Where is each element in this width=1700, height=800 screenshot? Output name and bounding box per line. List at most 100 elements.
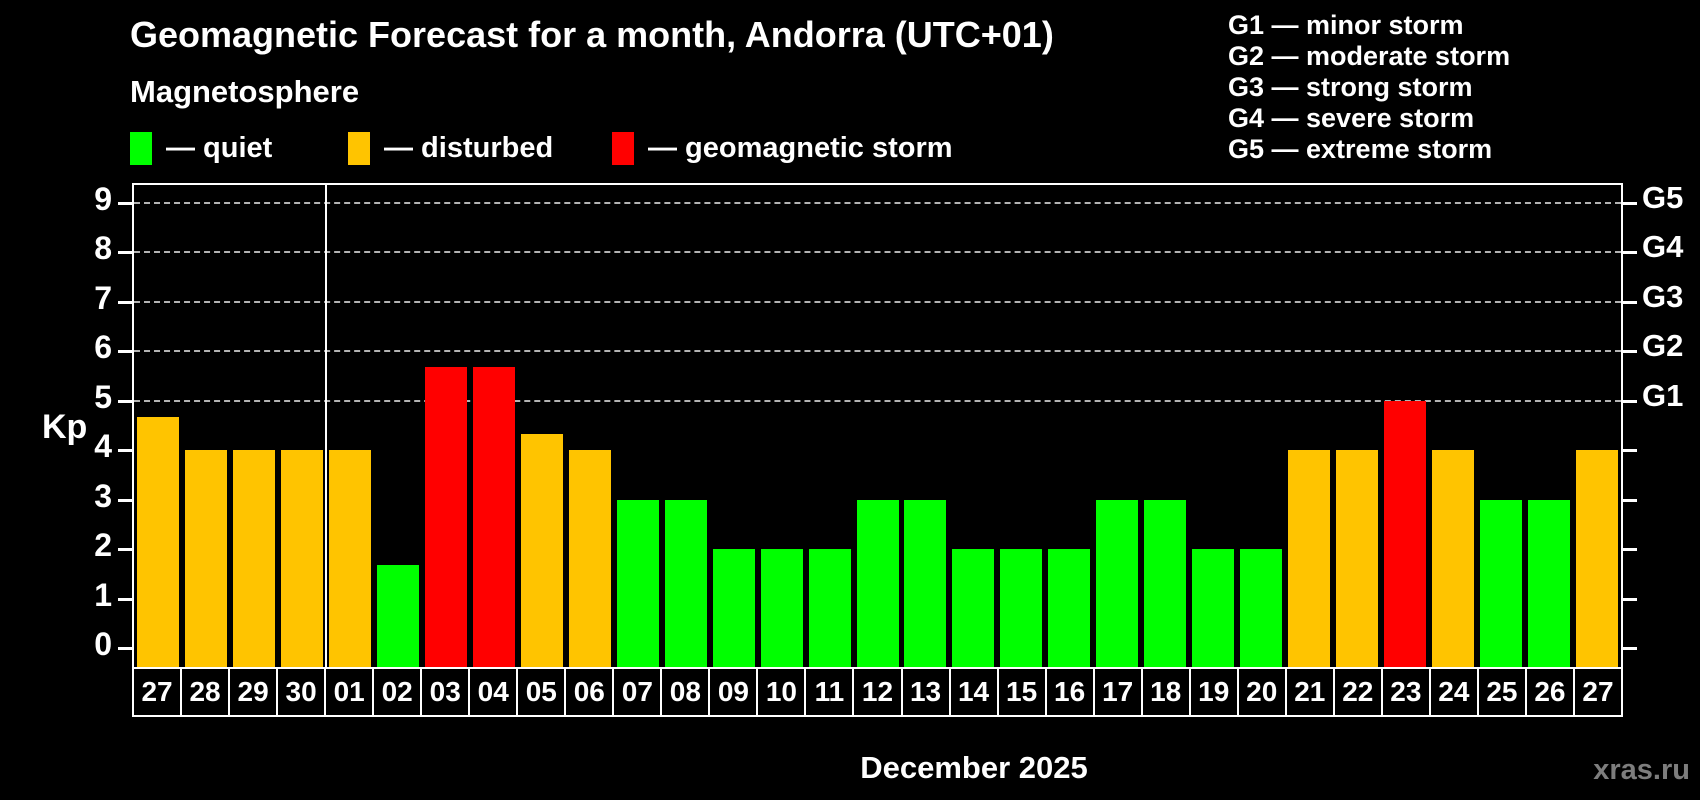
day-label-cell: 05 (516, 667, 567, 717)
legend-item-disturbed: — disturbed (348, 130, 553, 166)
kp-bar-day-19 (1192, 549, 1235, 667)
kp-bar-day-02 (376, 565, 419, 667)
g-scale-label-G5: G5 (1642, 179, 1684, 215)
day-label-cell: 06 (564, 667, 615, 717)
kp-bar-day-25 (1480, 499, 1523, 667)
day-label-cell: 30 (276, 667, 327, 717)
kp-bar-day-27 (1576, 450, 1619, 667)
day-label-cell: 20 (1236, 667, 1287, 717)
legend-item-quiet: — quiet (130, 130, 272, 166)
gridline-kp9 (134, 201, 1621, 204)
day-label-cell: 22 (1332, 667, 1383, 717)
day-label-cell: 19 (1188, 667, 1239, 717)
y-axis-tick-label: 0 (94, 626, 112, 662)
day-label-cell: 09 (708, 667, 759, 717)
kp-bar-day-09 (712, 549, 755, 667)
g-scale-label-G2: G2 (1642, 328, 1684, 363)
day-label-cell: 26 (1524, 667, 1575, 717)
day-label-cell: 01 (324, 667, 375, 717)
y-axis-title: Kp (42, 408, 88, 446)
kp-bar-day-03 (424, 367, 467, 667)
left-axis-tick (118, 350, 132, 353)
day-label-cell: 15 (996, 667, 1047, 717)
day-label-cell: 08 (660, 667, 711, 717)
left-axis-tick (118, 399, 132, 403)
kp-bar-day-18 (1144, 499, 1187, 667)
right-axis-tick (1623, 647, 1637, 650)
g-scale-label-G4: G4 (1642, 229, 1684, 264)
day-label-cell: 12 (852, 667, 903, 717)
legend-quiet-label: — quiet (166, 131, 273, 164)
g-scale-label-G1: G1 (1642, 377, 1684, 413)
day-label-cell: 29 (228, 667, 279, 717)
kp-bar-day-01 (328, 450, 371, 667)
right-axis-tick (1623, 498, 1637, 502)
kp-bar-day-28 (184, 450, 227, 667)
kp-bar-day-29 (232, 450, 275, 667)
kp-bar-day-23 (1384, 400, 1427, 667)
kp-bar-day-04 (472, 367, 515, 667)
kp-bar-day-05 (520, 433, 563, 667)
legend-storm-label: — geomagnetic storm (648, 131, 953, 164)
left-axis-tick (118, 201, 132, 205)
day-label-cell: 27 (132, 667, 183, 717)
right-axis-tick (1623, 597, 1637, 601)
storm-scale-line: G2 — moderate storm (1228, 41, 1511, 71)
page-title: Geomagnetic Forecast for a month, Andorr… (130, 14, 1054, 55)
kp-bar-day-10 (760, 549, 803, 667)
y-axis-tick-label: 1 (94, 576, 112, 613)
day-label-cell: 25 (1476, 667, 1527, 717)
kp-bar-day-17 (1096, 499, 1139, 667)
magnetosphere-subtitle: Magnetosphere (130, 74, 360, 109)
kp-bar-day-11 (808, 549, 851, 667)
kp-bar-day-13 (904, 499, 947, 667)
kp-bar-day-14 (952, 549, 995, 667)
right-axis-tick (1623, 300, 1637, 304)
day-label-cell: 27 (1572, 667, 1623, 717)
month-separator-line (324, 185, 327, 667)
y-axis-tick-label: 7 (94, 279, 112, 316)
disturbed-swatch-icon (348, 131, 370, 165)
left-axis-tick (118, 449, 132, 452)
kp-bar-day-24 (1432, 450, 1475, 667)
right-axis-tick (1623, 548, 1637, 551)
gridline-kp6 (134, 350, 1621, 352)
day-label-cell: 07 (612, 667, 663, 717)
plot-area (132, 183, 1623, 669)
gridline-kp7 (134, 300, 1621, 303)
y-axis-tick-label: 3 (94, 477, 112, 514)
left-axis-tick (118, 647, 132, 650)
storm-scale-line: G5 — extreme storm (1228, 134, 1493, 164)
kp-bar-day-07 (616, 499, 659, 667)
day-label-cell: 02 (372, 667, 423, 717)
x-axis-title: December 2025 (860, 750, 1088, 785)
day-label-cell: 04 (468, 667, 519, 717)
g-scale-label-G3: G3 (1642, 278, 1684, 314)
y-axis-tick-label: 8 (94, 230, 112, 266)
day-label-cell: 24 (1428, 667, 1479, 717)
left-axis-tick (118, 300, 132, 304)
quiet-swatch-icon (130, 131, 152, 165)
storm-scale-line: G4 — severe storm (1228, 103, 1475, 133)
kp-bar-day-30 (280, 450, 323, 667)
gridline-kp5 (134, 399, 1621, 402)
storm-scale-line: G3 — strong storm (1228, 72, 1473, 102)
kp-bar-day-22 (1336, 450, 1379, 667)
day-label-cell: 13 (900, 667, 951, 717)
y-axis-tick-label: 5 (94, 378, 112, 415)
right-axis-tick (1623, 251, 1637, 254)
kp-bar-day-20 (1240, 549, 1283, 667)
left-axis-tick (118, 251, 132, 254)
kp-bar-day-21 (1288, 450, 1331, 667)
day-label-cell: 17 (1092, 667, 1143, 717)
day-label-cell: 10 (756, 667, 807, 717)
right-axis-tick (1623, 201, 1637, 205)
day-label-cell: 14 (948, 667, 999, 717)
storm-swatch-icon (612, 131, 634, 165)
kp-bar-day-26 (1528, 499, 1571, 667)
day-label-cell: 16 (1044, 667, 1095, 717)
legend-disturbed-label: — disturbed (384, 131, 554, 164)
right-axis-tick (1623, 399, 1637, 403)
day-label-cell: 23 (1380, 667, 1431, 717)
